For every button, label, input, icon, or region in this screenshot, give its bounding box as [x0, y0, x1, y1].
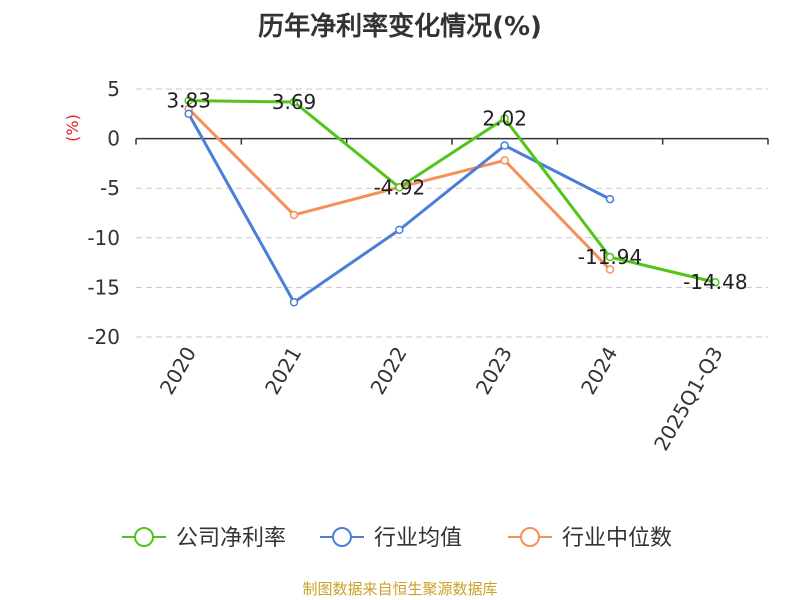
- data-point: [605, 265, 615, 274]
- source-note: 制图数据来自恒生聚源数据库: [302, 580, 498, 598]
- legend-label: 行业均值: [374, 526, 462, 551]
- data-labels: 3.83 3.69 -4.92 2.02 -11.94 -14.48: [166, 89, 747, 295]
- data-point: [605, 194, 615, 204]
- data-point: [500, 156, 509, 165]
- chart-title: 历年净利率变化情况(%): [258, 12, 542, 42]
- data-point: [289, 210, 299, 220]
- data-point: [605, 252, 615, 262]
- y-tick-label: -20: [87, 325, 120, 349]
- data-label: 3.69: [272, 90, 317, 114]
- data-point: [184, 96, 193, 105]
- data-point: [395, 225, 404, 235]
- legend-label: 行业中位数: [562, 526, 672, 551]
- x-tick-label: 2025Q1-Q3: [649, 343, 728, 455]
- y-tick-label: -5: [100, 176, 120, 200]
- data-point: [184, 109, 193, 119]
- data-label: 2.02: [482, 107, 527, 131]
- legend-swatch-marker: [134, 527, 154, 547]
- y-tick-label: -15: [87, 275, 120, 299]
- series-line: [187, 113, 611, 304]
- axes: 5 0 -5 -10 -15 -20 (%) 2020 2021 2022 2023 2024 2025…: [63, 77, 769, 455]
- legend-swatch-marker: [332, 527, 352, 547]
- x-tick-label: 2022: [365, 343, 411, 399]
- data-label: 3.83: [166, 89, 211, 113]
- y-tick-label: 5: [107, 77, 120, 101]
- series-lines: [184, 96, 720, 307]
- data-point: [500, 114, 509, 123]
- y-tick-label: -10: [87, 226, 120, 250]
- legend-swatch-marker: [520, 527, 540, 547]
- data-point: [289, 298, 299, 307]
- grid-lines: [136, 88, 768, 338]
- y-axis-label: (%): [63, 114, 82, 142]
- data-point: [711, 277, 720, 287]
- legend-label: 公司净利率: [176, 526, 286, 551]
- x-tick-label: 2023: [471, 343, 517, 399]
- x-tick-label: 2020: [155, 343, 201, 399]
- data-label: -11.94: [578, 245, 642, 269]
- y-tick-label: 0: [107, 127, 120, 151]
- series-line: [188, 99, 716, 284]
- data-label: -4.92: [373, 175, 425, 199]
- data-point: [289, 97, 299, 107]
- data-point: [500, 141, 509, 150]
- legend: 公司净利率 行业均值 行业中位数: [122, 526, 672, 551]
- data-label: -14.48: [683, 270, 747, 294]
- x-tick-label: 2021: [260, 343, 306, 399]
- data-point: [395, 183, 404, 192]
- x-tick-label: 2024: [576, 343, 622, 399]
